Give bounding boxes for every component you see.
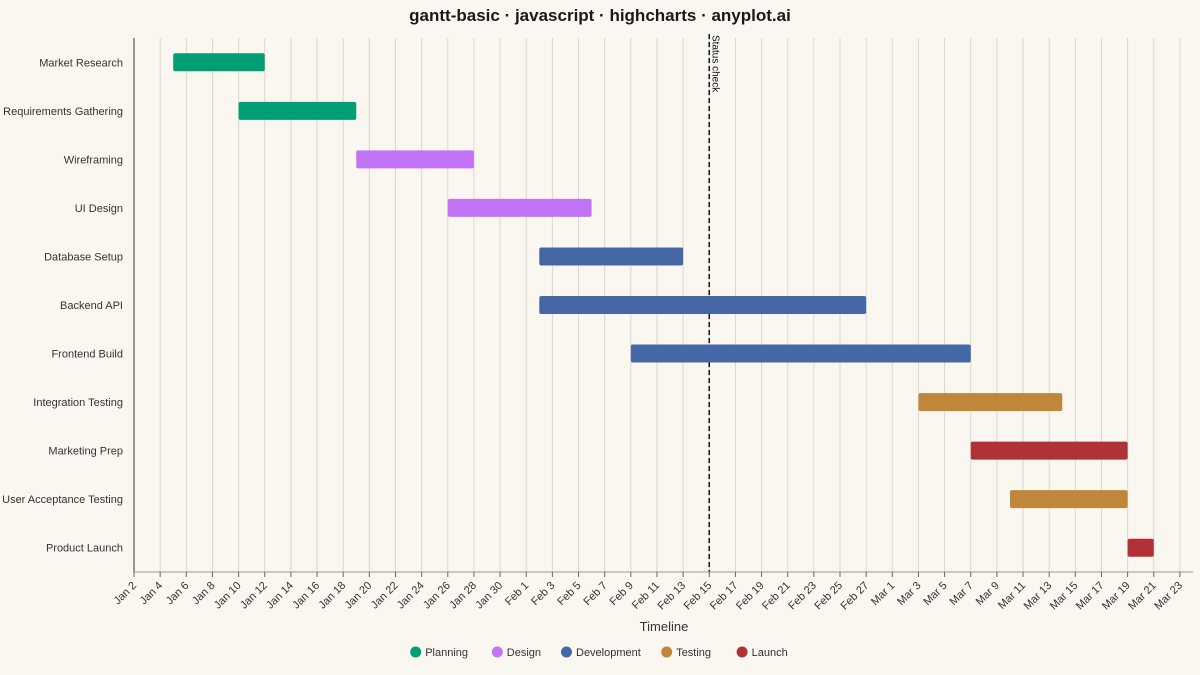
x-tick-label: Mar 19 xyxy=(1100,580,1133,613)
legend-item: Design xyxy=(491,646,541,659)
x-tick-label: Feb 23 xyxy=(786,580,819,613)
x-tick-label: Jan 24 xyxy=(395,580,427,612)
task-label: Product Launch xyxy=(46,543,123,555)
x-tick-label: Feb 17 xyxy=(708,580,741,613)
task-label: Marketing Prep xyxy=(48,446,123,458)
x-tick-label: Feb 19 xyxy=(734,580,767,613)
task-labels: Market Research Requirements Gathering Wir… xyxy=(2,57,123,554)
task-bar xyxy=(238,101,357,120)
x-tick-label: Jan 12 xyxy=(238,580,270,612)
x-axis-title: Timeline xyxy=(640,619,689,634)
x-tick-label: Jan 26 xyxy=(421,580,453,612)
x-tick-label: Feb 25 xyxy=(812,580,845,613)
task-label: Wireframing xyxy=(64,154,123,166)
x-tick-label: Mar 5 xyxy=(921,580,949,608)
task-bar xyxy=(539,247,684,266)
legend-label: Design xyxy=(507,647,541,659)
x-tick-label: Mar 1 xyxy=(869,580,897,608)
legend-item: Launch xyxy=(736,646,788,659)
legend-label: Testing xyxy=(676,647,711,659)
legend-label: Development xyxy=(576,647,641,659)
task-bar xyxy=(918,393,1063,412)
legend-label: Planning xyxy=(425,647,468,659)
legend-marker xyxy=(410,646,422,658)
x-tick-label: Mar 21 xyxy=(1126,580,1159,613)
task-label: Market Research xyxy=(39,57,123,69)
task-label: UI Design xyxy=(75,203,123,215)
x-tick-label: Mar 3 xyxy=(895,580,923,608)
legend-item: Planning xyxy=(410,646,468,659)
task-bar xyxy=(970,441,1128,460)
x-tick-label: Mar 15 xyxy=(1048,580,1081,613)
x-tick-label: Jan 2 xyxy=(112,580,140,608)
task-bar xyxy=(356,150,474,169)
legend-marker xyxy=(561,646,572,658)
x-tick-label: Jan 30 xyxy=(473,580,505,612)
x-tick-label: Jan 4 xyxy=(138,580,166,608)
x-tick-label: Jan 6 xyxy=(164,580,192,608)
x-tick-label: Mar 7 xyxy=(947,580,975,608)
legend-marker xyxy=(491,646,503,658)
x-tick-label: Jan 10 xyxy=(212,580,244,612)
legend: Planning Design Development Testing Launch xyxy=(410,646,788,659)
x-tick-label: Jan 14 xyxy=(264,580,296,612)
x-tick-label: Feb 13 xyxy=(656,580,689,613)
task-label: Frontend Build xyxy=(51,349,123,361)
x-tick-label: Jan 16 xyxy=(290,580,322,612)
x-tick-label: Jan 28 xyxy=(447,580,479,612)
task-bar xyxy=(539,296,867,314)
x-tick-label: Jan 18 xyxy=(316,580,348,612)
chart-title: gantt-basic · javascript · highcharts · … xyxy=(409,6,791,25)
task-bar xyxy=(173,53,265,72)
status-check-label: Status check xyxy=(709,35,720,93)
x-tick-label: Mar 17 xyxy=(1074,580,1107,613)
x-tick-label: Jan 20 xyxy=(343,580,375,612)
x-tick-label: Feb 1 xyxy=(503,580,531,608)
axes xyxy=(133,38,1193,573)
legend-marker xyxy=(661,646,673,658)
x-tick-label: Feb 3 xyxy=(529,580,557,608)
task-bar xyxy=(630,344,971,363)
task-label: User Acceptance Testing xyxy=(2,494,123,506)
task-bar xyxy=(1009,490,1128,509)
x-tick-label: Feb 15 xyxy=(682,580,715,613)
task-bars xyxy=(173,53,1154,557)
x-tick-label: Feb 5 xyxy=(555,580,583,608)
task-bar xyxy=(447,198,592,217)
task-label: Requirements Gathering xyxy=(3,106,123,118)
legend-item: Testing xyxy=(661,646,711,659)
task-label: Integration Testing xyxy=(33,397,123,409)
x-tick-label: Mar 13 xyxy=(1022,580,1055,613)
task-label: Backend API xyxy=(60,300,123,312)
legend-label: Launch xyxy=(752,647,788,659)
x-tick-label: Mar 23 xyxy=(1152,580,1185,613)
task-label: Database Setup xyxy=(44,251,123,263)
legend-marker xyxy=(736,646,748,658)
legend-item: Development xyxy=(561,646,641,659)
task-bar xyxy=(1127,538,1154,557)
x-tick-label: Feb 21 xyxy=(760,580,793,613)
x-tick-label: Feb 7 xyxy=(581,580,609,608)
x-tick-label: Feb 27 xyxy=(839,580,872,613)
x-tick-label: Jan 22 xyxy=(369,580,401,612)
